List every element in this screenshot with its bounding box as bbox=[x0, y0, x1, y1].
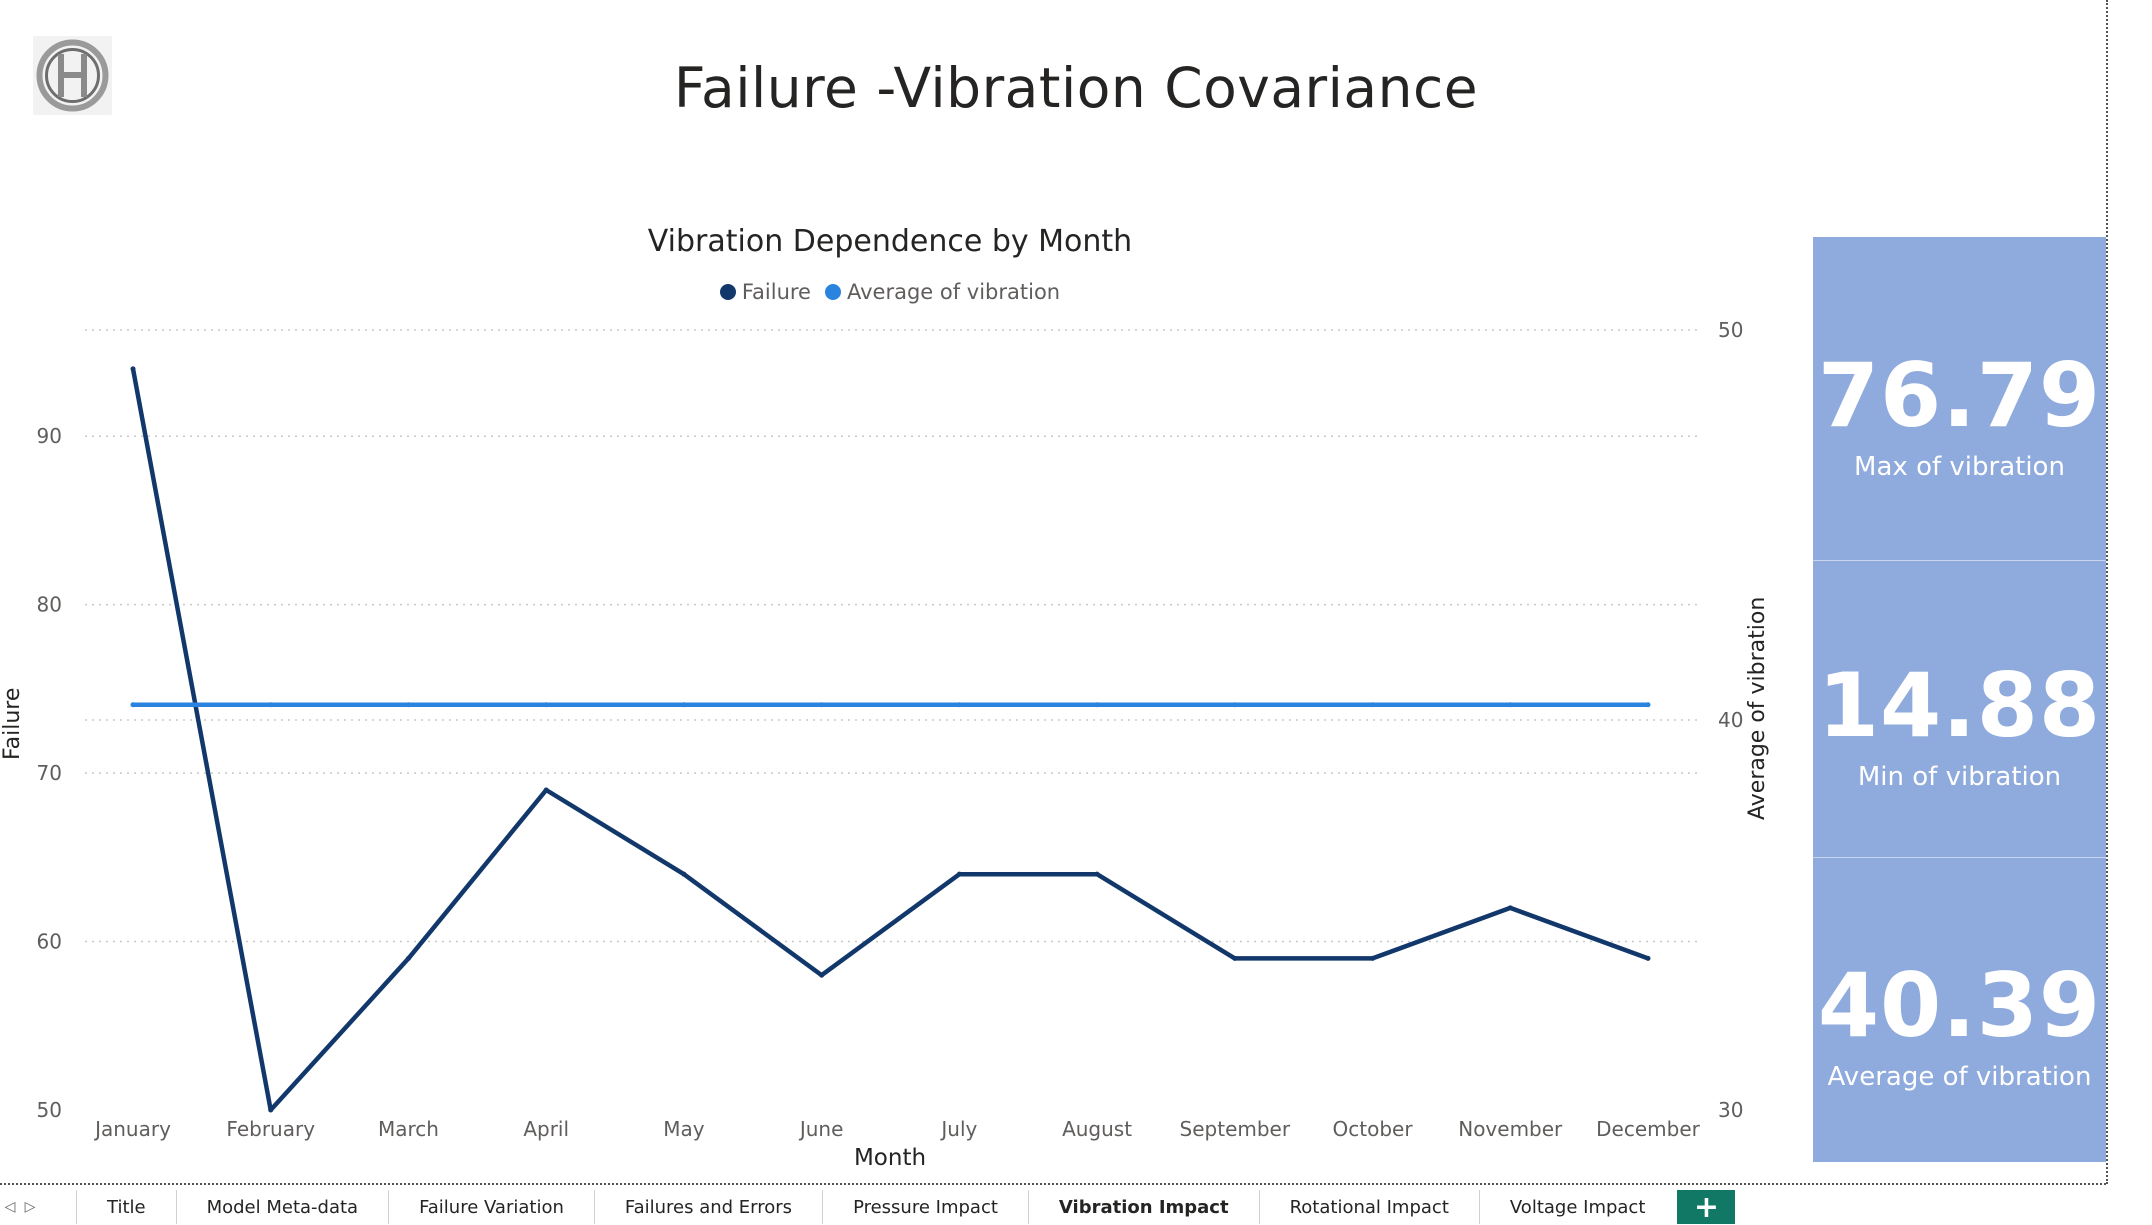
kpi-divider bbox=[1813, 560, 2106, 561]
right-axis-tick-label: 30 bbox=[1718, 1098, 1743, 1122]
page-boundary-bottom bbox=[0, 1183, 2106, 1185]
data-point-average-of-vibration bbox=[1094, 702, 1100, 708]
data-point-failure bbox=[819, 972, 825, 978]
data-point-average-of-vibration bbox=[1507, 702, 1513, 708]
legend-label-failure: Failure bbox=[741, 280, 811, 304]
tab-failure-variation[interactable]: Failure Variation bbox=[388, 1190, 594, 1224]
left-axis-tick-label: 50 bbox=[37, 1098, 62, 1122]
kpi-label: Min of vibration bbox=[1857, 762, 2062, 792]
x-axis-tick-label: October bbox=[1333, 1117, 1414, 1141]
tab-title[interactable]: Title bbox=[76, 1190, 176, 1224]
data-point-failure bbox=[681, 871, 687, 877]
series-line-failure bbox=[130, 366, 1651, 1113]
data-point-failure bbox=[268, 1107, 274, 1113]
data-point-failure bbox=[1370, 955, 1376, 961]
data-point-average-of-vibration bbox=[1645, 702, 1651, 708]
data-point-average-of-vibration bbox=[268, 702, 274, 708]
right-axis-tick-label: 50 bbox=[1718, 318, 1743, 342]
data-point-average-of-vibration bbox=[681, 702, 687, 708]
right-axis-ticks: 30 40 50 bbox=[1718, 318, 1743, 1122]
kpi-value: 76.79 bbox=[1817, 344, 2102, 447]
x-axis-tick-label: March bbox=[378, 1117, 439, 1141]
kpi-value: 14.88 bbox=[1817, 654, 2102, 757]
legend-item-average-vibration[interactable]: Average of vibration bbox=[824, 280, 1061, 304]
legend-dot-failure bbox=[719, 284, 736, 300]
tab-spacer bbox=[40, 1190, 76, 1224]
tab-rotational-impact[interactable]: Rotational Impact bbox=[1258, 1190, 1479, 1224]
x-axis-title: Month bbox=[853, 1145, 927, 1171]
data-point-failure bbox=[1645, 955, 1651, 961]
data-point-average-of-vibration bbox=[956, 702, 962, 708]
x-axis-tick-label: July bbox=[939, 1117, 977, 1141]
chart-title: Vibration Dependence by Month bbox=[647, 224, 1133, 259]
data-point-average-of-vibration bbox=[130, 702, 136, 708]
x-axis-tick-label: January bbox=[93, 1117, 171, 1141]
kpi-divider bbox=[1813, 857, 2106, 858]
x-axis-ticks: January February March April May June July Augu… bbox=[93, 1117, 1701, 1141]
data-point-failure bbox=[130, 366, 136, 372]
x-axis-tick-label: November bbox=[1458, 1117, 1563, 1141]
x-axis-tick-label: April bbox=[523, 1117, 569, 1141]
x-axis-tick-label: February bbox=[226, 1117, 315, 1141]
chart-legend: Failure Average of vibration bbox=[380, 280, 1400, 304]
x-axis-tick-label: May bbox=[663, 1117, 705, 1141]
data-point-average-of-vibration bbox=[1370, 702, 1376, 708]
data-point-average-of-vibration bbox=[819, 702, 825, 708]
kpi-panel: 76.79 Max of vibration 14.88 Min of vibr… bbox=[1813, 237, 2106, 1162]
data-point-failure bbox=[1094, 871, 1100, 877]
gridlines bbox=[85, 329, 1700, 943]
data-point-failure bbox=[1507, 905, 1513, 911]
kpi-value: 40.39 bbox=[1817, 954, 2102, 1057]
tab-vibration-impact[interactable]: Vibration Impact bbox=[1027, 1190, 1259, 1224]
x-axis-tick-label: June bbox=[798, 1117, 844, 1141]
left-axis-tick-label: 90 bbox=[37, 424, 62, 448]
tab-voltage-impact[interactable]: Voltage Impact bbox=[1478, 1190, 1676, 1224]
x-axis-tick-label: August bbox=[1062, 1117, 1132, 1141]
triangle-right-icon[interactable]: ▷ bbox=[24, 1199, 36, 1215]
data-point-failure bbox=[1232, 955, 1238, 961]
data-point-average-of-vibration bbox=[405, 702, 411, 708]
bosch-logo-icon bbox=[33, 36, 112, 115]
kpi-label: Average of vibration bbox=[1827, 1062, 2092, 1092]
tab-failures-and-errors[interactable]: Failures and Errors bbox=[593, 1190, 823, 1224]
data-point-average-of-vibration bbox=[543, 702, 549, 708]
y-axis-title-left: Failure bbox=[0, 687, 25, 760]
y-axis-title-right: Average of vibration bbox=[1745, 596, 1770, 820]
add-page-button[interactable]: + bbox=[1677, 1190, 1736, 1225]
tab-pressure-impact[interactable]: Pressure Impact bbox=[822, 1190, 1028, 1224]
kpi-card-average-vibration[interactable]: 40.39 Average of vibration bbox=[1813, 954, 2106, 1093]
data-point-failure bbox=[543, 787, 549, 793]
legend-label-average-vibration: Average of vibration bbox=[846, 280, 1061, 304]
page-tab-bar: ◁ ▷ Title Model Meta-data Failure Variat… bbox=[0, 1190, 2152, 1225]
series-lines bbox=[130, 366, 1651, 1113]
tab-model-meta-data[interactable]: Model Meta-data bbox=[175, 1190, 389, 1224]
legend-dot-average-vibration bbox=[824, 284, 841, 300]
data-point-average-of-vibration bbox=[1232, 702, 1238, 708]
right-axis-tick-label: 40 bbox=[1718, 708, 1743, 732]
data-point-failure bbox=[405, 955, 411, 961]
data-point-failure bbox=[956, 871, 962, 877]
left-axis-tick-label: 70 bbox=[37, 761, 62, 785]
kpi-label: Max of vibration bbox=[1854, 452, 2065, 482]
left-axis-ticks: 50 60 70 80 90 bbox=[37, 424, 62, 1122]
page-boundary-right bbox=[2106, 0, 2108, 1184]
page-title: Failure -Vibration Covariance bbox=[673, 56, 1479, 120]
kpi-card-min-vibration[interactable]: 14.88 Min of vibration bbox=[1813, 654, 2106, 793]
triangle-left-icon[interactable]: ◁ bbox=[4, 1199, 16, 1215]
x-axis-tick-label: September bbox=[1180, 1117, 1291, 1141]
kpi-card-max-vibration[interactable]: 76.79 Max of vibration bbox=[1813, 344, 2106, 483]
x-axis-tick-label: December bbox=[1596, 1117, 1700, 1141]
legend-item-failure[interactable]: Failure bbox=[719, 280, 811, 304]
left-axis-tick-label: 60 bbox=[37, 930, 62, 954]
left-axis-tick-label: 80 bbox=[37, 593, 62, 617]
